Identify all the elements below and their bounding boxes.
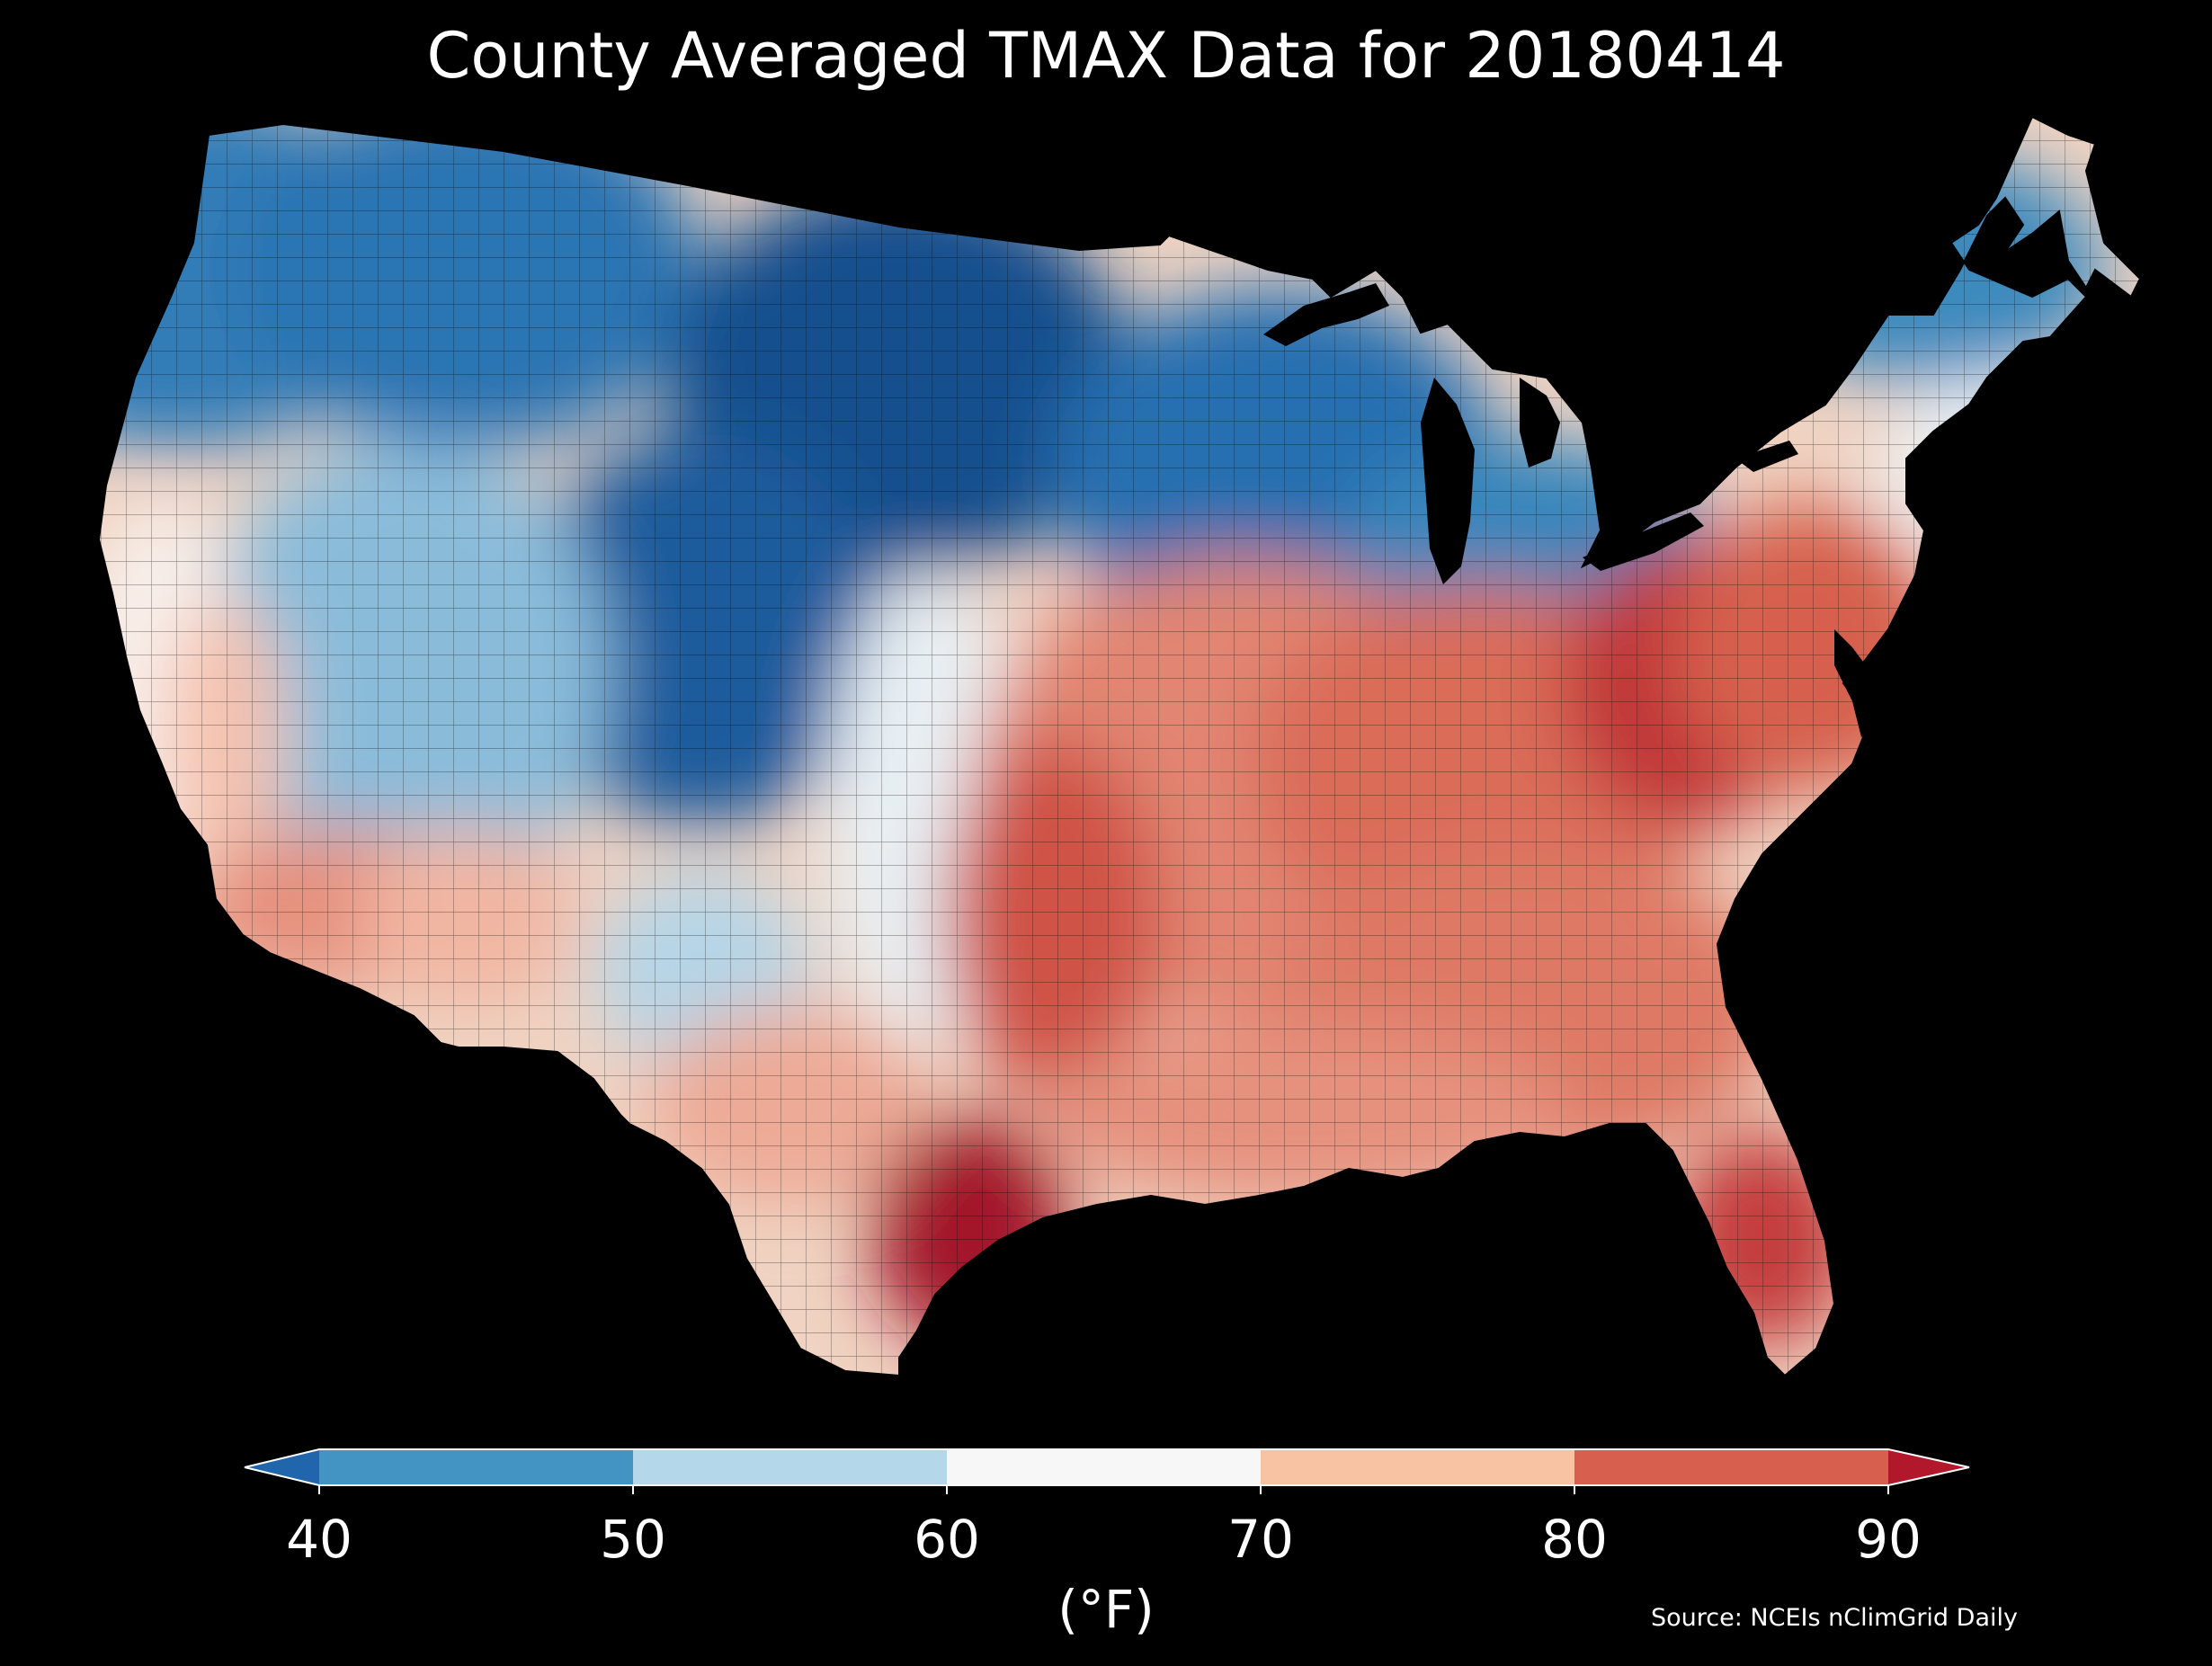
colorbar-extend-high	[1888, 1449, 1969, 1485]
colorbar-tick-label: 70	[1227, 1509, 1294, 1570]
great-lakes-water	[1263, 283, 1798, 584]
colorbar-tick-label: 90	[1855, 1509, 1922, 1570]
colorbar-unit-label: (°F)	[1057, 1579, 1155, 1640]
colorbar-bin-40-50	[319, 1449, 634, 1485]
colorbar-tick-label: 60	[914, 1509, 980, 1570]
colorbar-tick-label: 80	[1541, 1509, 1608, 1570]
colorbar-extend-low	[245, 1449, 319, 1485]
page-title: County Averaged TMAX Data for 20180414	[426, 19, 1786, 93]
colorbar-tick-label: 50	[600, 1509, 666, 1570]
colorbar-bin-80-90	[1574, 1449, 1889, 1485]
colorbar-tick-label: 40	[286, 1509, 352, 1570]
source-credit: Source: NCEIs nClimGrid Daily	[1651, 1604, 2018, 1632]
colorbar-bin-60-70	[947, 1449, 1262, 1485]
us-county-map	[98, 116, 2141, 1376]
colorbar-bin-70-80	[1261, 1449, 1575, 1485]
colorbar-bin-50-60	[633, 1449, 948, 1485]
